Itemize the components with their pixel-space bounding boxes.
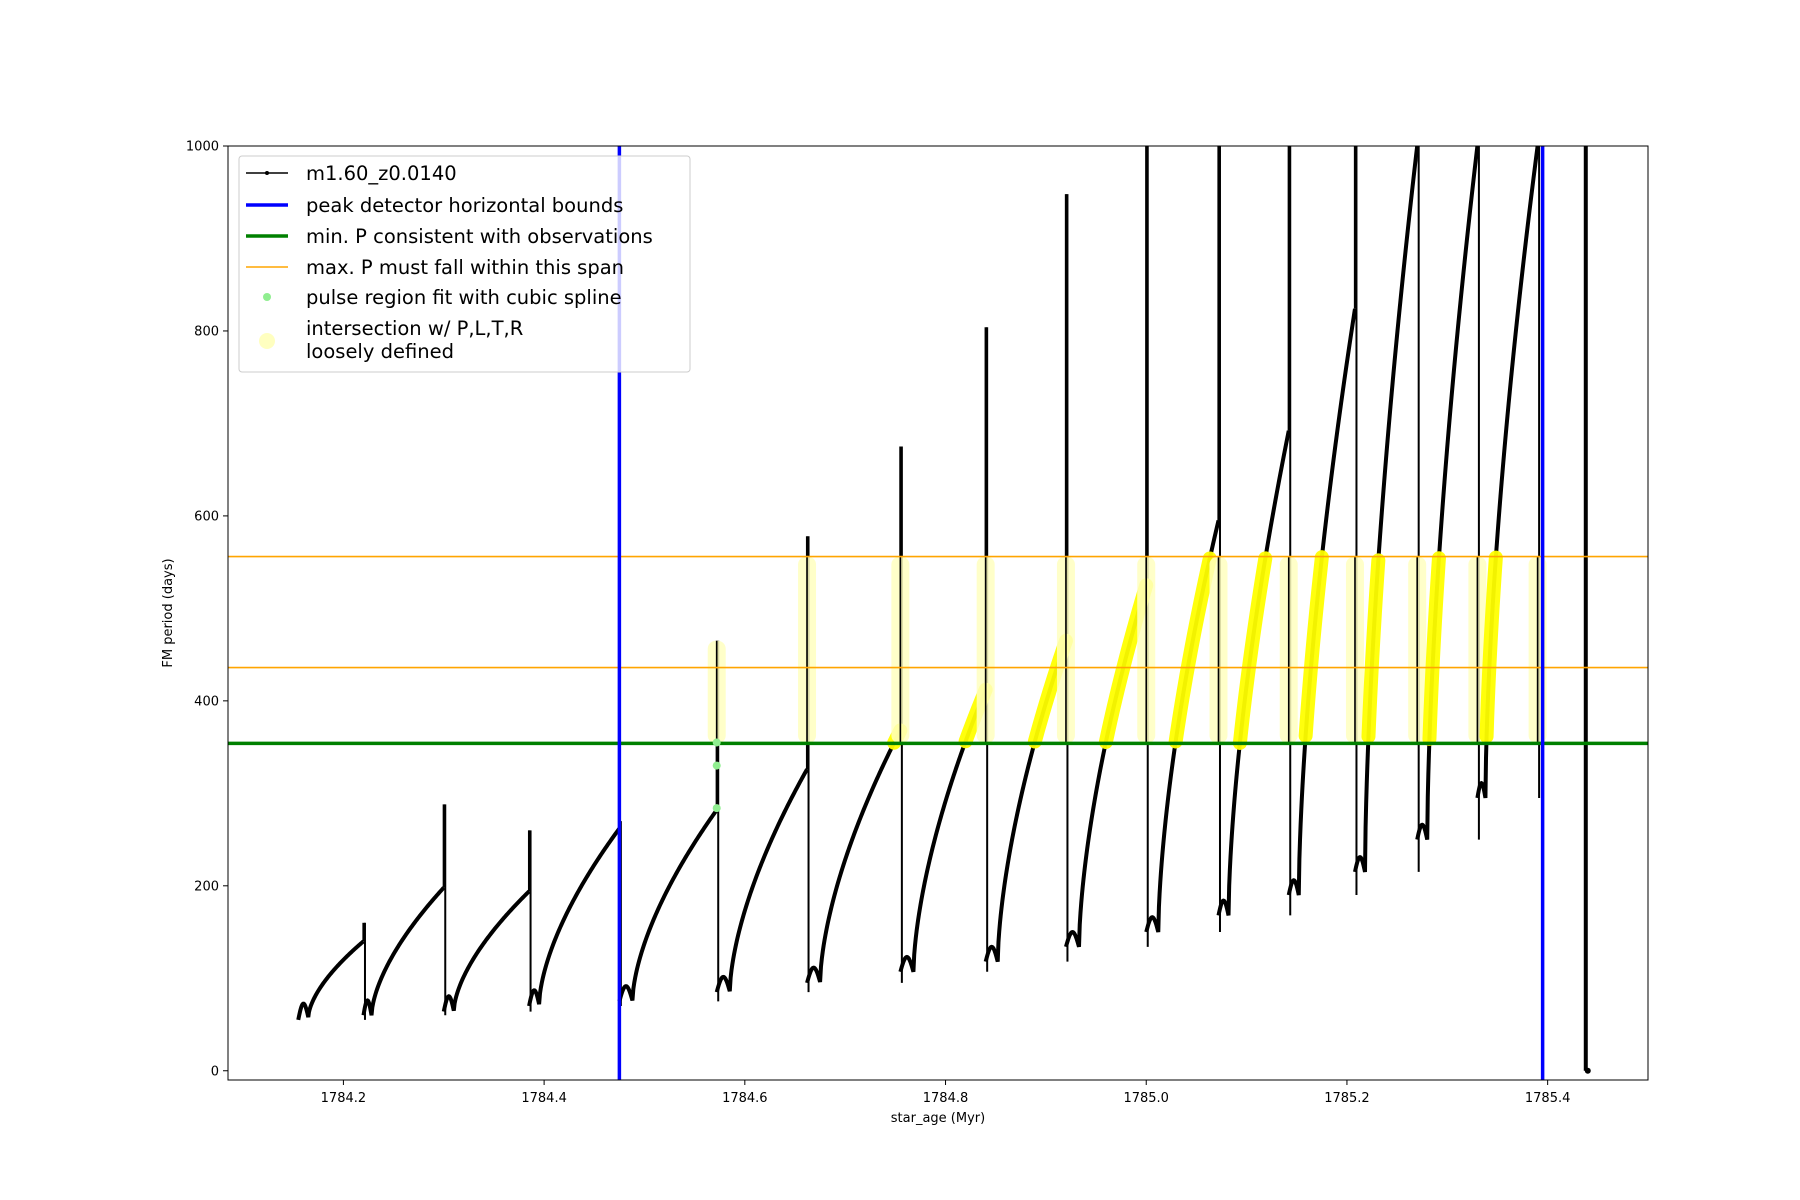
plot-frame bbox=[227, 145, 1649, 1081]
legend-item-spline: pulse region fit with cubic spline bbox=[263, 286, 622, 309]
intersection-arc-14 bbox=[1422, 551, 1446, 746]
x-tick-label-3: 1784.8 bbox=[923, 1091, 969, 1106]
legend-item-bounds: peak detector horizontal bounds bbox=[246, 194, 623, 217]
plot-area bbox=[228, 146, 1648, 1080]
y-tick-label-0: 0 bbox=[211, 1064, 219, 1079]
model-curve-cycle-2 bbox=[441, 889, 531, 1012]
model-curve-cycle-5 bbox=[714, 768, 809, 993]
legend-item-intersection: intersection w/ P,L,T,R loosely defined bbox=[259, 317, 523, 363]
y-tick-label-4: 800 bbox=[194, 324, 219, 339]
y-axis-label: FM period (days) bbox=[161, 558, 176, 667]
legend-swatch-model-marker bbox=[265, 171, 269, 175]
model-curve-cycle-15 bbox=[1475, 146, 1540, 799]
legend-swatch-spline bbox=[263, 293, 271, 301]
legend-label-model: m1.60_z0.0140 bbox=[306, 162, 457, 185]
spline-point-1 bbox=[712, 761, 721, 770]
x-tick-label-1: 1784.4 bbox=[521, 1091, 567, 1106]
model-curve-cycle-6 bbox=[805, 729, 903, 984]
axes: 1784.2 1784.4 1784.6 1784.8 1785.0 1785.2 1785… bbox=[186, 140, 1570, 1107]
legend-item-max-p: max. P must fall within this span bbox=[246, 256, 624, 279]
model-curve-cycle-0 bbox=[296, 939, 365, 1021]
model-curve-cycle-3 bbox=[527, 827, 621, 1007]
intersection-arc-11 bbox=[1232, 551, 1273, 750]
y-tick-label-1: 200 bbox=[194, 879, 219, 894]
x-tick-label-4: 1785.0 bbox=[1123, 1091, 1169, 1106]
intersection-arc-10 bbox=[1168, 551, 1217, 749]
x-tick-label-6: 1785.4 bbox=[1525, 1091, 1571, 1106]
legend-label-intersection-line1: intersection w/ P,L,T,R bbox=[306, 317, 523, 340]
model-curve-cycle-1 bbox=[361, 886, 446, 1016]
spline-point-0 bbox=[712, 804, 721, 813]
model-curve-cycle-4 bbox=[617, 808, 719, 1002]
x-axis-label: star_age (Myr) bbox=[891, 1111, 985, 1126]
legend-label-spline: pulse region fit with cubic spline bbox=[306, 286, 622, 309]
x-tick-label-0: 1784.2 bbox=[321, 1091, 367, 1106]
legend-label-intersection-line2: loosely defined bbox=[306, 340, 454, 363]
y-tick-label-2: 400 bbox=[194, 694, 219, 709]
spline-point-2 bbox=[712, 738, 721, 747]
legend-box bbox=[238, 155, 691, 373]
legend-label-bounds: peak detector horizontal bounds bbox=[306, 194, 623, 217]
model-final-point bbox=[1584, 1067, 1591, 1074]
legend-swatch-intersection bbox=[259, 333, 275, 349]
legend-item-model: m1.60_z0.0140 bbox=[246, 162, 457, 185]
intersection-arc-13 bbox=[1361, 553, 1386, 744]
model-curve-cycle-14 bbox=[1415, 146, 1480, 840]
model-curve-cycle-13 bbox=[1353, 146, 1420, 873]
legend-label-min-p: min. P consistent with observations bbox=[306, 225, 653, 248]
y-tick-label-3: 600 bbox=[194, 509, 219, 524]
x-tick-label-5: 1785.2 bbox=[1324, 1091, 1370, 1106]
y-tick-label-5: 1000 bbox=[186, 140, 219, 155]
intersection-arc-12 bbox=[1298, 550, 1329, 743]
legend-item-min-p: min. P consistent with observations bbox=[246, 225, 653, 248]
legend: m1.60_z0.0140 peak detector horizontal b… bbox=[238, 155, 691, 373]
intersection-arc-15 bbox=[1479, 550, 1503, 744]
legend-label-max-p: max. P must fall within this span bbox=[306, 256, 624, 279]
x-tick-label-2: 1784.6 bbox=[722, 1091, 768, 1106]
